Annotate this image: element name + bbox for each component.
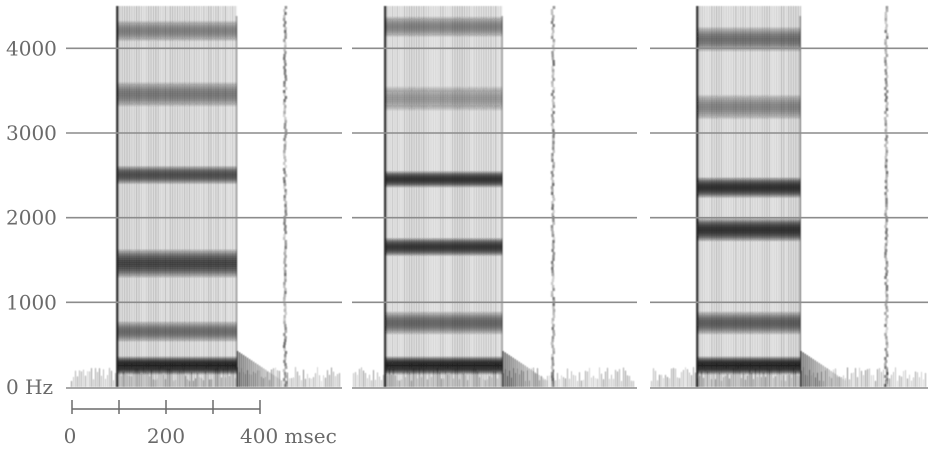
- spectrogram-panel-1: [71, 6, 340, 387]
- spectrogram-panels: [71, 6, 926, 387]
- frequency-gridlines: [66, 47, 928, 389]
- y-tick-label: 3000: [6, 121, 57, 145]
- time-scale-bar: 0 200 400 msec: [64, 400, 337, 448]
- spectrogram-panel-2: [353, 6, 634, 387]
- frequency-axis: 4000 3000 2000 1000 0 Hz: [6, 36, 57, 399]
- time-scale-label: 400 msec: [240, 424, 337, 448]
- time-scale-label: 200: [147, 424, 185, 448]
- y-tick-label: 0 Hz: [6, 375, 53, 399]
- y-tick-label: 2000: [6, 206, 57, 230]
- y-tick-label: 1000: [6, 290, 57, 314]
- y-tick-label: 4000: [6, 36, 57, 60]
- spectrogram-panel-3: [651, 6, 926, 387]
- time-scale-label: 0: [64, 424, 77, 448]
